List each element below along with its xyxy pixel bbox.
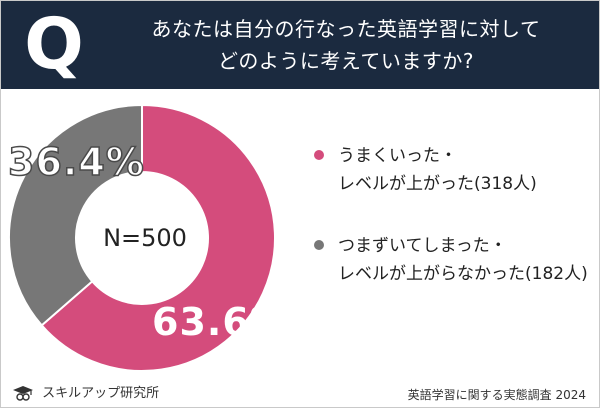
legend: うまくいった・ レベルが上がった(318人) つまずいてしまった・ レベルが上が…: [312, 142, 592, 322]
legend-item-stalled: つまずいてしまった・ レベルが上がらなかった(182人): [312, 232, 592, 288]
slice-stalled: [8, 103, 143, 327]
legend-text: レベルが上がった(318人): [338, 174, 537, 194]
question-badge: Q: [24, 3, 84, 85]
question-header: Q あなたは自分の行なった英語学習に対して どのように考えていますか?: [1, 1, 599, 89]
survey-note: 英語学習に関する実態調査 2024: [407, 388, 586, 402]
brand-logo: スキルアップ研究所: [12, 382, 159, 403]
legend-text: うまくいった・: [338, 146, 457, 166]
slice-label-improved: 63.6%: [152, 300, 289, 344]
slice-label-stalled: 36.4%: [7, 139, 145, 185]
question-text: あなたは自分の行なった英語学習に対して どのように考えていますか?: [111, 13, 581, 77]
legend-text: レベルが上がらなかった(182人): [338, 264, 588, 284]
question-line: どのように考えていますか?: [217, 49, 475, 73]
legend-dot: [314, 150, 324, 160]
sample-size-label: N=500: [103, 224, 187, 252]
question-line: あなたは自分の行なった英語学習に対して: [151, 17, 541, 41]
legend-text: つまずいてしまった・: [338, 236, 507, 256]
legend-item-improved: うまくいった・ レベルが上がった(318人): [312, 142, 592, 198]
donut-chart: [8, 103, 276, 372]
brand-name: スキルアップ研究所: [42, 386, 160, 401]
slice-improved: [40, 103, 276, 372]
legend-dot: [314, 240, 324, 250]
graduation-cap-owl-icon: [13, 385, 33, 401]
